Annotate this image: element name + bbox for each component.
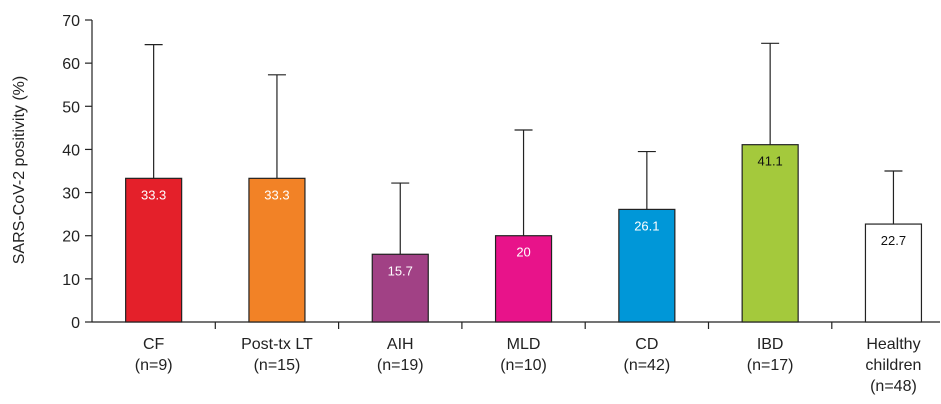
category-name-label: children [865, 357, 921, 374]
bar-value-label: 33.3 [264, 187, 289, 202]
category-name-label: CD [635, 336, 658, 353]
x-axis [92, 321, 940, 329]
category-count-label: (n=48) [870, 378, 917, 395]
y-axis: 0 10 20 30 40 50 60 70 [62, 13, 93, 332]
bar-value-label: 22.7 [881, 233, 906, 248]
y-tick-label: 40 [62, 142, 80, 159]
category-name-label: MLD [507, 336, 541, 353]
bars [125, 144, 923, 323]
bar-value-label: 41.1 [757, 154, 782, 169]
y-axis-title: SARS-CoV-2 positivity (%) [11, 76, 28, 265]
category-count-label: (n=15) [254, 357, 301, 374]
bar [741, 144, 799, 323]
category-count-label: (n=19) [377, 357, 424, 374]
y-tick-label: 70 [62, 13, 80, 30]
bar [248, 177, 306, 323]
category-name-label: Healthy [866, 336, 920, 353]
category-name-label: IBD [757, 336, 784, 353]
bar-value-label: 15.7 [388, 263, 413, 278]
bar [494, 235, 553, 323]
category-count-label: (n=17) [747, 357, 794, 374]
bar-value-label: 20 [516, 245, 530, 260]
category-name-label: CF [143, 336, 165, 353]
bar [618, 208, 676, 323]
y-tick-label: 0 [71, 315, 80, 332]
y-tick-label: 50 [62, 99, 80, 116]
y-tick-label: 60 [62, 56, 80, 73]
value-labels: 33.3 33.3 15.7 20 26.1 41.1 22.7 [141, 154, 906, 279]
category-name-label: Post-tx LT [241, 336, 313, 353]
bar [371, 253, 429, 323]
category-count-label: (n=42) [623, 357, 670, 374]
bar-value-label: 26.1 [634, 218, 659, 233]
y-tick-label: 20 [62, 229, 80, 246]
bar [125, 177, 183, 323]
y-tick-label: 30 [62, 186, 80, 203]
category-name-label: AIH [387, 336, 414, 353]
bar-value-label: 33.3 [141, 187, 166, 202]
category-count-label: (n=9) [135, 357, 173, 374]
y-tick-label: 10 [62, 272, 80, 289]
category-labels: CF (n=9) Post-tx LT (n=15) AIH (n=19) MLD (n=10… [135, 336, 922, 395]
error-bars [144, 42, 903, 255]
category-count-label: (n=10) [500, 357, 547, 374]
